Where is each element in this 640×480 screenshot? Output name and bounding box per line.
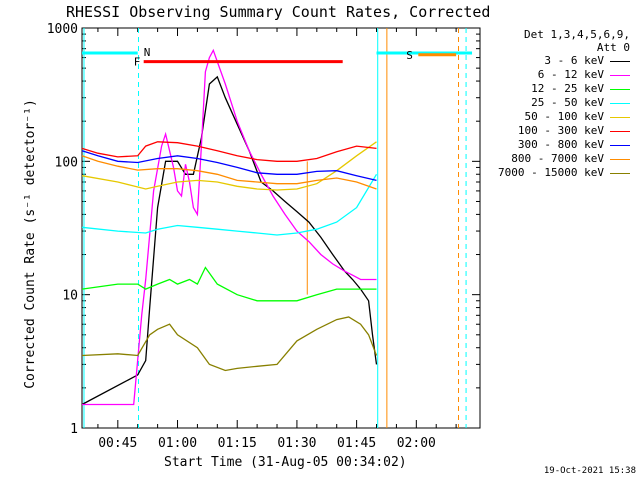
legend-swatch <box>610 131 630 132</box>
x-tick-label: 01:45 <box>337 436 376 451</box>
x-tick-label: 00:45 <box>98 436 137 451</box>
series-line-0 <box>81 75 378 406</box>
legend-entry-label: 3 - 6 keV <box>544 54 604 67</box>
legend-attenuator: Att 0 <box>596 41 630 54</box>
legend-entry: 800 - 7000 keV <box>484 152 634 166</box>
legend-entry: 6 - 12 keV <box>484 68 634 82</box>
series-line-1 <box>82 48 377 406</box>
legend-entry: 300 - 800 keV <box>484 138 634 152</box>
y-tick-label: 10 <box>62 289 78 304</box>
plot-area: 1 10 100 1000 00:45 01:00 01:15 01:30 01:45 02:00… <box>47 22 481 451</box>
legend-entry-label: 6 - 12 keV <box>537 68 604 81</box>
chart-title: RHESSI Observing Summary Count Rates, Co… <box>66 3 490 21</box>
x-tick-label: 02:00 <box>397 436 436 451</box>
series-line-8 <box>81 316 378 372</box>
generation-timestamp: 19-Oct-2021 15:38 <box>543 466 636 476</box>
legend-entry-label: 25 - 50 keV <box>531 96 604 109</box>
series-line-4 <box>81 141 377 191</box>
legend-rows: 3 - 6 keV 6 - 12 keV 12 - 25 keV 25 - 50 ke… <box>484 54 634 180</box>
y-axis-label: Corrected Count Rate (s⁻¹ detector⁻¹) <box>23 99 38 389</box>
series-line-6 <box>81 150 377 182</box>
night-bar-label: S <box>406 49 413 62</box>
legend-swatch <box>610 159 630 160</box>
legend: Det 1,3,4,5,6,9, Att 0 3 - 6 keV 6 - 12 k… <box>484 28 634 180</box>
legend-entry: 50 - 100 keV <box>484 110 634 124</box>
legend-entry: 7000 - 15000 keV <box>484 166 634 180</box>
legend-entry: 100 - 300 keV <box>484 124 634 138</box>
plot-frame <box>81 27 481 429</box>
x-tick-label: 01:15 <box>218 436 257 451</box>
legend-entry-label: 100 - 300 keV <box>517 124 604 137</box>
legend-entry-label: 12 - 25 keV <box>531 82 604 95</box>
y-tick-label: 100 <box>55 155 78 170</box>
legend-swatch <box>610 89 630 90</box>
x-axis-label: Start Time (31-Aug-05 00:34:02) <box>164 455 407 470</box>
legend-swatch <box>610 103 630 104</box>
legend-entry-label: 800 - 7000 keV <box>511 152 604 165</box>
legend-entry: 25 - 50 keV <box>484 96 634 110</box>
x-tick-label: 01:30 <box>277 436 316 451</box>
y-tick-label: 1000 <box>47 22 78 37</box>
legend-entry-label: 7000 - 15000 keV <box>498 166 604 179</box>
legend-swatch <box>610 61 630 62</box>
series-line-3 <box>81 173 378 236</box>
series-line-2 <box>81 266 377 302</box>
legend-entry-label: 50 - 100 keV <box>524 110 604 123</box>
saa-bar-label: N <box>144 46 151 59</box>
x-tick-label: 01:00 <box>158 436 197 451</box>
y-tick-label: 1 <box>70 422 78 437</box>
legend-swatch <box>610 173 630 174</box>
series-line-7 <box>81 155 377 190</box>
legend-swatch <box>610 75 630 76</box>
flare-bar-label: F <box>134 56 141 69</box>
series-line-5 <box>81 141 377 162</box>
legend-swatch <box>610 117 630 118</box>
legend-entry-label: 300 - 800 keV <box>517 138 604 151</box>
legend-entry: 12 - 25 keV <box>484 82 634 96</box>
legend-entry: 3 - 6 keV <box>484 54 634 68</box>
legend-swatch <box>610 145 630 146</box>
legend-detectors: Det 1,3,4,5,6,9, <box>524 28 630 41</box>
